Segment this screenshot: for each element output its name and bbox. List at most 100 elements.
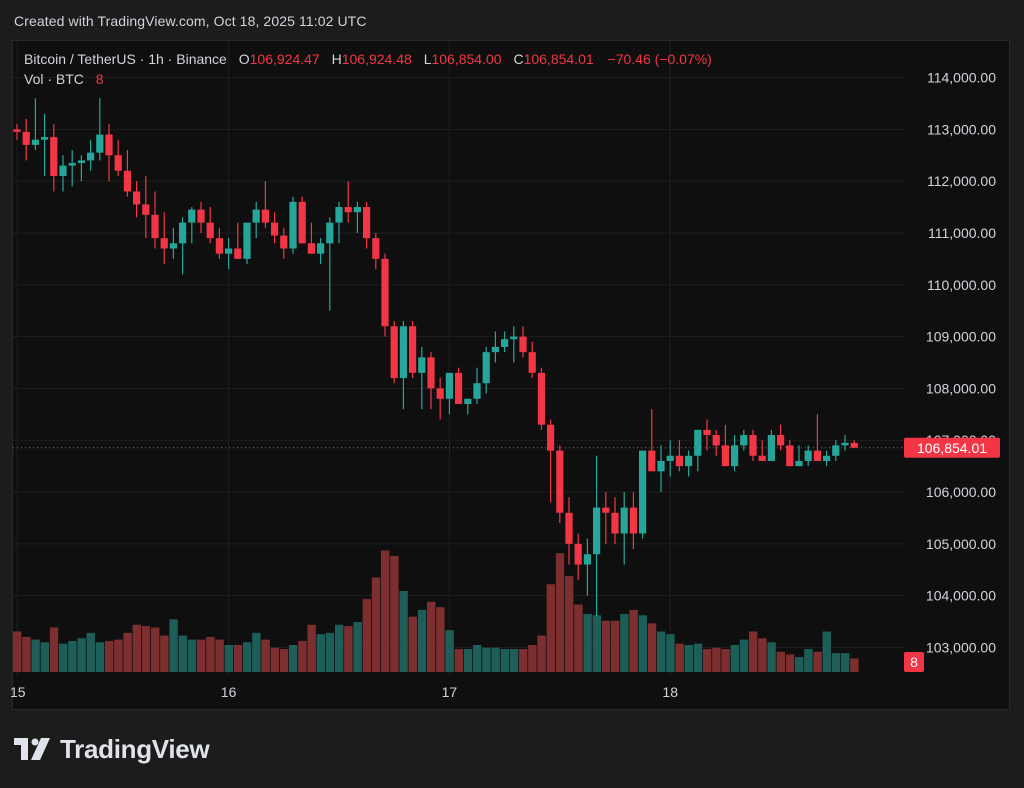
volume-bar	[500, 649, 509, 672]
candle-body	[537, 372, 545, 425]
candle-body	[685, 455, 693, 467]
candle-body	[215, 238, 223, 254]
volume-bar	[95, 642, 105, 672]
last-price-badge	[904, 437, 1000, 458]
open-value: 106,924.47	[249, 51, 320, 67]
candle-body	[813, 450, 821, 461]
candle-body	[657, 460, 665, 472]
candle-body	[823, 455, 831, 461]
candle-body	[280, 235, 288, 249]
volume-bar	[371, 577, 381, 672]
volume-bar	[160, 635, 169, 672]
volume-bar	[335, 624, 344, 672]
close-value: 106,854.01	[523, 51, 594, 67]
volume-bar	[114, 639, 123, 672]
volume-bar	[601, 620, 611, 672]
volume-bar	[123, 632, 132, 672]
candle-body	[160, 238, 168, 249]
volume-bar	[684, 645, 693, 672]
tradingview-logo[interactable]: TradingView	[14, 734, 210, 764]
volume-bar	[454, 649, 463, 672]
volume-bar	[546, 584, 555, 672]
candle-body	[179, 222, 187, 244]
volume-bar	[298, 640, 307, 672]
chart-panel[interactable]	[12, 40, 1010, 710]
time-tick-label: 17	[442, 684, 458, 700]
price-tick-label: 104,000.00	[926, 588, 996, 604]
price-tick-label: 103,000.00	[926, 640, 996, 656]
volume-bar	[813, 651, 822, 672]
candle-body	[611, 512, 619, 534]
volume-bar	[31, 639, 40, 672]
candle-body	[271, 222, 279, 236]
volume-bar	[233, 645, 243, 672]
candle-body	[261, 209, 269, 223]
price-change: −70.46 (−0.07%)	[607, 51, 712, 67]
volume-bar	[703, 649, 712, 672]
candle-body	[409, 326, 417, 373]
volume-bar	[491, 647, 500, 672]
grid-lines	[13, 41, 905, 676]
volume-bar	[730, 645, 739, 672]
volume-bar	[77, 638, 86, 672]
volume-bar	[574, 604, 583, 672]
candle-body	[473, 383, 481, 399]
volume-bar	[785, 654, 795, 672]
candle-body	[602, 507, 610, 513]
volume-bar	[592, 615, 601, 672]
candle-body	[169, 243, 177, 249]
candle-body	[694, 429, 702, 456]
volume-bar	[638, 615, 647, 672]
last-volume-label: 8	[910, 654, 918, 670]
candle-body	[491, 346, 499, 353]
symbol-title[interactable]: Bitcoin / TetherUS · 1h · Binance	[24, 51, 227, 67]
candle-body	[583, 554, 591, 565]
volume-bar	[767, 642, 776, 672]
candle-body	[418, 357, 426, 373]
price-tick-label: 111,000.00	[928, 225, 996, 241]
volume-bar	[712, 647, 721, 672]
volume-bar	[776, 651, 785, 672]
candle-body	[740, 435, 748, 446]
high-value: 106,924.48	[341, 51, 412, 67]
candle-body	[436, 388, 444, 399]
volume-bar	[344, 626, 353, 672]
candle-body	[556, 450, 564, 513]
volume-bar	[657, 631, 666, 672]
candle-body	[795, 460, 803, 467]
volume-bar	[362, 599, 371, 672]
candle-body	[317, 243, 325, 254]
price-tick-label: 110,000.00	[927, 277, 996, 293]
volume-bar	[59, 643, 68, 672]
candle-body	[510, 336, 518, 340]
candle-body	[777, 435, 785, 446]
candle-body	[96, 134, 104, 153]
candle-body	[363, 207, 371, 239]
candle-body	[105, 134, 113, 156]
volume-bar	[841, 653, 850, 672]
candle-body	[390, 326, 398, 379]
volume-bar	[215, 639, 224, 672]
volume-bars	[13, 550, 859, 672]
candle-body	[114, 155, 122, 171]
volume-bar	[620, 613, 629, 672]
candle-body	[335, 207, 343, 223]
candle-body	[381, 258, 389, 327]
price-tick-label: 105,000.00	[926, 536, 996, 552]
volume-bar	[316, 634, 325, 672]
volume-bar	[417, 609, 427, 672]
candle-body	[666, 455, 674, 461]
volume-bar	[178, 635, 187, 672]
volume-bar	[427, 601, 436, 672]
volume-label[interactable]: Vol · BTC	[24, 71, 84, 87]
volume-bar	[647, 623, 657, 672]
volume-bar	[141, 626, 151, 672]
candle-body	[712, 435, 720, 446]
time-axis: 15 16 17 18	[10, 684, 678, 700]
candle-body	[372, 238, 380, 259]
volume-bar	[629, 609, 638, 672]
volume-bar	[804, 649, 813, 672]
volume-value: 8	[95, 71, 104, 87]
price-tick-label: 108,000.00	[926, 380, 996, 396]
